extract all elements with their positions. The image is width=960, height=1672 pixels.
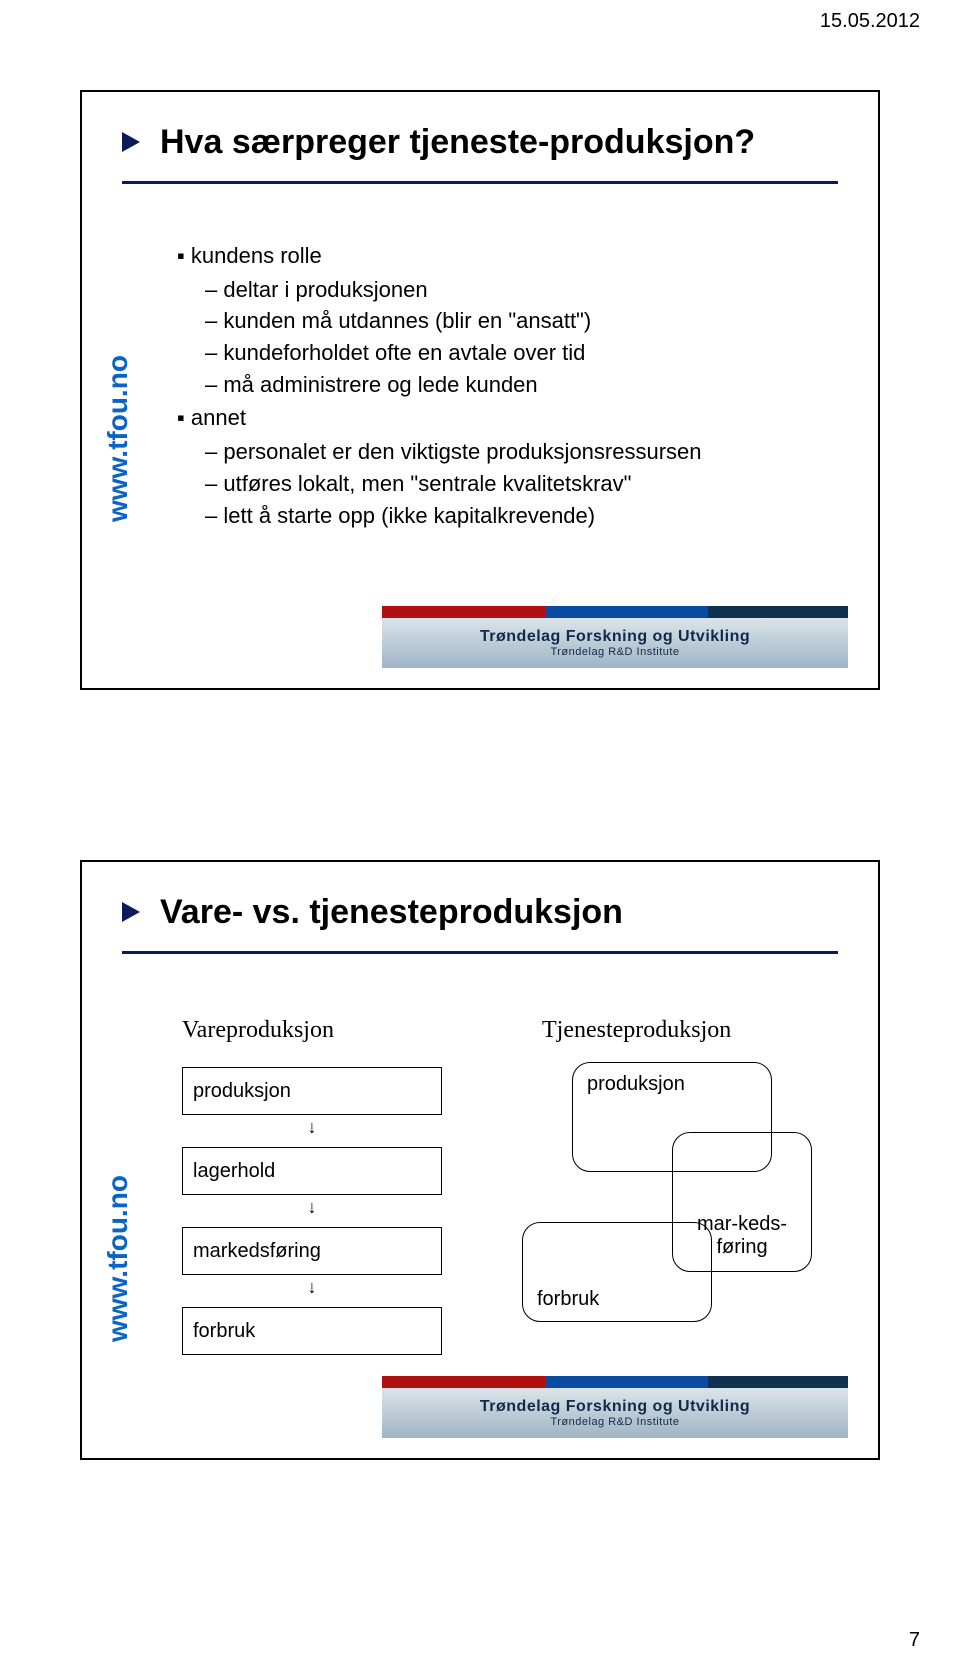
logo-stripe bbox=[382, 606, 848, 618]
logo-band: Trøndelag Forskning og Utvikling Trøndel… bbox=[382, 1376, 848, 1438]
logo-line1: Trøndelag Forskning og Utvikling bbox=[480, 628, 750, 646]
title-underline bbox=[122, 181, 838, 184]
bullet-l2: kundeforholdet ofte en avtale over tid bbox=[205, 338, 848, 368]
page-number: 7 bbox=[909, 1629, 920, 1652]
diagram-area: Vareproduksjon Tjenesteproduksjon produk… bbox=[182, 1017, 848, 1358]
bullet-l1: annet bbox=[177, 403, 848, 433]
bullet-l2: utføres lokalt, men "sentrale kvalitetsk… bbox=[205, 469, 848, 499]
logo-line1: Trøndelag Forskning og Utvikling bbox=[480, 1398, 750, 1416]
slide-title: Hva særpreger tjeneste-produksjon? bbox=[160, 122, 755, 163]
bullet-l2: må administrere og lede kunden bbox=[205, 370, 848, 400]
left-column-heading: Vareproduksjon bbox=[182, 1017, 334, 1044]
bullet-l2: kunden må utdannes (blir en "ansatt") bbox=[205, 306, 848, 336]
triangle-bullet-icon bbox=[122, 902, 140, 922]
down-arrow-icon: ↓ bbox=[302, 1197, 322, 1218]
logo-band: Trøndelag Forskning og Utvikling Trøndel… bbox=[382, 606, 848, 668]
right-box-forbruk: forbruk bbox=[522, 1222, 712, 1322]
vertical-url: www.tfou.no bbox=[102, 1175, 134, 1342]
bullet-l1: kundens rolle bbox=[177, 241, 848, 271]
left-box: lagerhold bbox=[182, 1147, 442, 1195]
down-arrow-icon: ↓ bbox=[302, 1277, 322, 1298]
page-date: 15.05.2012 bbox=[820, 10, 920, 33]
bullet-l2: deltar i produksjonen bbox=[205, 275, 848, 305]
left-box: forbruk bbox=[182, 1307, 442, 1355]
vertical-url: www.tfou.no bbox=[102, 355, 134, 522]
right-column-heading: Tjenesteproduksjon bbox=[542, 1017, 731, 1044]
slide-1: Hva særpreger tjeneste-produksjon? www.t… bbox=[80, 90, 880, 690]
slide-body: kundens rolle deltar i produksjonen kund… bbox=[177, 237, 848, 532]
bullet-l2: lett å starte opp (ikke kapitalkrevende) bbox=[205, 501, 848, 531]
slide-2: Vare- vs. tjenesteproduksjon www.tfou.no… bbox=[80, 860, 880, 1460]
title-underline bbox=[122, 951, 838, 954]
logo-line2: Trøndelag R&D Institute bbox=[550, 1416, 679, 1428]
logo-line2: Trøndelag R&D Institute bbox=[550, 646, 679, 658]
down-arrow-icon: ↓ bbox=[302, 1117, 322, 1138]
left-box: produksjon bbox=[182, 1067, 442, 1115]
left-box: markedsføring bbox=[182, 1227, 442, 1275]
bullet-l2: personalet er den viktigste produksjonsr… bbox=[205, 437, 848, 467]
logo-stripe bbox=[382, 1376, 848, 1388]
triangle-bullet-icon bbox=[122, 132, 140, 152]
slide-title: Vare- vs. tjenesteproduksjon bbox=[160, 892, 623, 933]
